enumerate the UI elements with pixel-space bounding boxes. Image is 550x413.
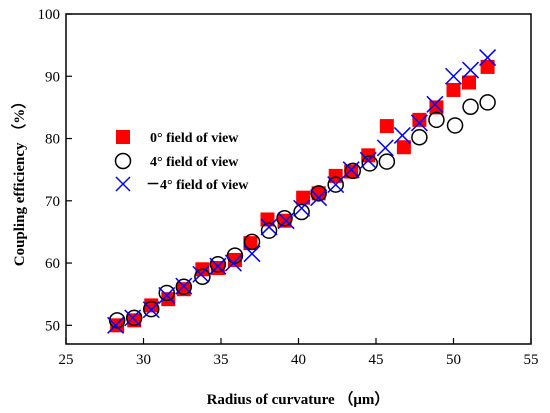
data-point-series-2 bbox=[393, 126, 411, 144]
data-point-series-2 bbox=[107, 316, 125, 334]
x-tick-label: 55 bbox=[524, 352, 539, 368]
legend-label-series-2: －4° field of view bbox=[146, 178, 249, 193]
data-point-series-1 bbox=[276, 209, 293, 227]
data-point-series-1 bbox=[158, 284, 175, 302]
data-point-series-2 bbox=[426, 95, 444, 113]
y-axis-title: Coupling efficiency （%） bbox=[10, 94, 28, 267]
data-point-series-1 bbox=[479, 94, 496, 111]
data-point-series-1 bbox=[344, 162, 361, 180]
legend-marker-series-0 bbox=[116, 130, 130, 144]
data-point-series-0 bbox=[379, 119, 394, 134]
data-point-series-1 bbox=[260, 222, 278, 239]
data-point-series-2 bbox=[293, 199, 311, 217]
data-point-series-2 bbox=[479, 49, 497, 67]
data-point-series-2 bbox=[158, 286, 176, 304]
data-point-series-2 bbox=[310, 189, 328, 207]
data-point-series-1 bbox=[143, 300, 160, 318]
data-point-series-2 bbox=[342, 161, 360, 179]
data-point-series-2 bbox=[410, 114, 428, 132]
data-point-series-1 bbox=[411, 129, 428, 146]
x-tick-label: 25 bbox=[59, 352, 74, 368]
data-point-series-0 bbox=[396, 140, 411, 155]
data-point-series-0 bbox=[412, 112, 427, 127]
data-point-series-2 bbox=[243, 245, 261, 263]
data-point-series-0 bbox=[328, 168, 343, 183]
y-tick-label: 90 bbox=[45, 69, 60, 85]
data-point-series-2 bbox=[124, 309, 142, 327]
data-point-series-1 bbox=[310, 185, 327, 202]
legend: 0° field of view 4° field of view －4° fi… bbox=[114, 130, 249, 193]
data-point-series-1 bbox=[378, 153, 396, 170]
data-point-series-1 bbox=[327, 176, 344, 193]
data-point-series-2 bbox=[209, 257, 227, 275]
y-tick-label: 60 bbox=[45, 256, 60, 272]
x-tick-label: 40 bbox=[291, 352, 306, 368]
data-point-series-2 bbox=[260, 218, 278, 236]
axis-ticks: 25 30 35 40 45 50 55 50 60 70 80 90 100 bbox=[38, 7, 539, 368]
data-point-series-0 bbox=[462, 75, 476, 90]
data-point-series-1 bbox=[226, 247, 244, 264]
data-point-series-0 bbox=[480, 59, 495, 74]
data-point-series-2 bbox=[327, 176, 345, 194]
legend-label-series-0: 0° field of view bbox=[150, 131, 239, 146]
data-point-series-1 bbox=[243, 233, 261, 251]
legend-marker-series-1 bbox=[114, 152, 132, 170]
data-point-series-1 bbox=[446, 117, 464, 134]
data-point-series-0 bbox=[210, 261, 225, 276]
data-point-series-1 bbox=[361, 155, 379, 172]
data-point-series-0 bbox=[446, 82, 461, 97]
x-tick-label: 50 bbox=[446, 352, 461, 368]
data-point-series-2 bbox=[175, 277, 193, 295]
data-point-series-2 bbox=[224, 254, 242, 272]
data-point-series-2 bbox=[359, 151, 377, 169]
x-tick-label: 35 bbox=[214, 352, 229, 368]
y-tick-label: 70 bbox=[45, 194, 60, 210]
legend-marker-series-2 bbox=[115, 176, 131, 192]
x-tick-label: 30 bbox=[136, 352, 151, 368]
data-point-series-0 bbox=[344, 164, 359, 179]
data-point-series-0 bbox=[311, 186, 326, 201]
x-tick-label: 45 bbox=[369, 352, 384, 368]
data-point-series-2 bbox=[462, 61, 480, 79]
data-point-series-0 bbox=[296, 190, 311, 205]
data-point-series-1 bbox=[293, 203, 310, 221]
data-point-series-0 bbox=[161, 292, 176, 307]
data-point-series-1 bbox=[125, 309, 143, 327]
data-point-series-2 bbox=[376, 139, 394, 157]
data-point-series-1 bbox=[209, 256, 227, 273]
data-point-series-1 bbox=[428, 111, 445, 129]
data-point-series-0 bbox=[227, 252, 242, 267]
data-point-series-1 bbox=[194, 268, 211, 286]
data-point-series-2 bbox=[142, 301, 160, 319]
data-point-series-2 bbox=[277, 212, 295, 230]
data-point-series-1 bbox=[175, 278, 193, 295]
plot-frame bbox=[65, 13, 532, 345]
data-point-series-0 bbox=[110, 318, 125, 333]
data-point-series-0 bbox=[429, 100, 444, 115]
y-tick-label: 100 bbox=[38, 7, 61, 23]
data-points bbox=[107, 49, 497, 334]
y-tick-label: 50 bbox=[45, 318, 60, 334]
data-point-series-2 bbox=[192, 265, 210, 283]
data-point-series-1 bbox=[462, 98, 479, 116]
y-tick-label: 80 bbox=[45, 132, 60, 148]
data-point-series-2 bbox=[444, 67, 463, 85]
legend-label-series-1: 4° field of view bbox=[150, 155, 239, 170]
x-axis-title: Radius of curvature （μm） bbox=[207, 390, 390, 408]
